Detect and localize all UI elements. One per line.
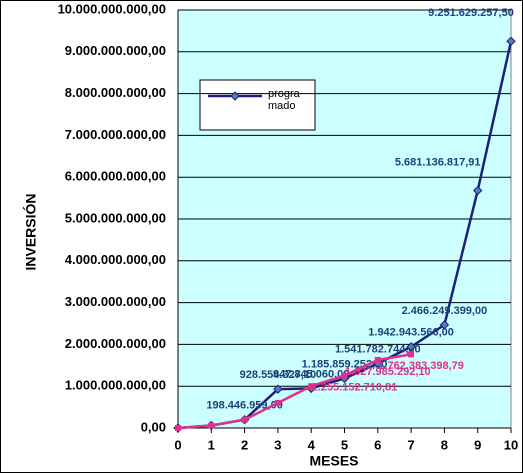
- marker: [374, 356, 381, 363]
- y-tick-label: 2.000.000.000,00: [65, 336, 166, 351]
- data-label: 198.446.959,00: [206, 400, 282, 412]
- y-tick-label: 5.000.000.000,00: [65, 210, 166, 225]
- data-label: 1.185.859.252,20: [302, 358, 388, 370]
- marker: [175, 425, 181, 431]
- data-label: 5.681.136.817,91: [395, 156, 481, 168]
- marker: [273, 384, 283, 394]
- x-tick-label: 10: [504, 437, 518, 452]
- x-tick-label: 3: [274, 437, 281, 452]
- marker: [439, 320, 450, 330]
- marker: [308, 383, 315, 390]
- x-tick-label: 9: [474, 437, 481, 452]
- data-label: 2.466.249.399,00: [402, 305, 488, 317]
- y-tick-label: 10.000.000.000,00: [58, 1, 166, 16]
- marker: [274, 399, 281, 406]
- x-tick-label: 8: [441, 437, 448, 452]
- marker: [208, 422, 215, 429]
- y-tick-label: 1.000.000.000,00: [65, 378, 166, 393]
- marker: [506, 36, 516, 46]
- data-label: 1.255.152.710,81: [312, 381, 398, 393]
- x-tick-label: 4: [308, 437, 316, 452]
- marker: [408, 351, 415, 358]
- marker: [406, 342, 416, 352]
- x-tick-label: 6: [374, 437, 381, 452]
- series-line: [177, 353, 412, 430]
- y-axis-title: INVERSIÓN: [22, 193, 39, 270]
- data-label: 1.627.985.292,10: [345, 366, 431, 378]
- legend-box: [199, 79, 316, 131]
- data-label: 1.541.782.744,00: [335, 343, 421, 355]
- data-label: 928.554.327,10: [240, 369, 316, 381]
- marker: [241, 416, 248, 423]
- legend-label: programado: [268, 88, 300, 112]
- x-tick-label: 2: [241, 437, 248, 452]
- data-label: 1.762.383.398,79: [378, 360, 464, 372]
- y-tick-label: 3.000.000.000,00: [65, 294, 166, 309]
- marker: [472, 185, 483, 196]
- y-tick-label: 0,00: [141, 419, 166, 434]
- x-axis-title: MESES: [309, 453, 358, 469]
- x-tick-label: 5: [341, 437, 348, 452]
- data-label: 947.845.060,00: [273, 368, 349, 380]
- y-tick-label: 8.000.000.000,00: [65, 85, 166, 100]
- marker: [341, 372, 348, 379]
- x-tick-label: 1: [208, 437, 215, 452]
- y-tick-label: 7.000.000.000,00: [65, 127, 166, 142]
- y-tick-label: 6.000.000.000,00: [65, 169, 166, 184]
- legend-marker: [230, 91, 240, 101]
- x-tick-label: 0: [174, 437, 181, 452]
- y-tick-label: 4.000.000.000,00: [65, 252, 166, 267]
- y-tick-label: 9.000.000.000,00: [65, 43, 166, 58]
- x-tick-label: 7: [407, 437, 414, 452]
- data-label: 9.251.629.257,50: [428, 7, 514, 19]
- data-label: 1.942.943.566,00: [368, 327, 454, 339]
